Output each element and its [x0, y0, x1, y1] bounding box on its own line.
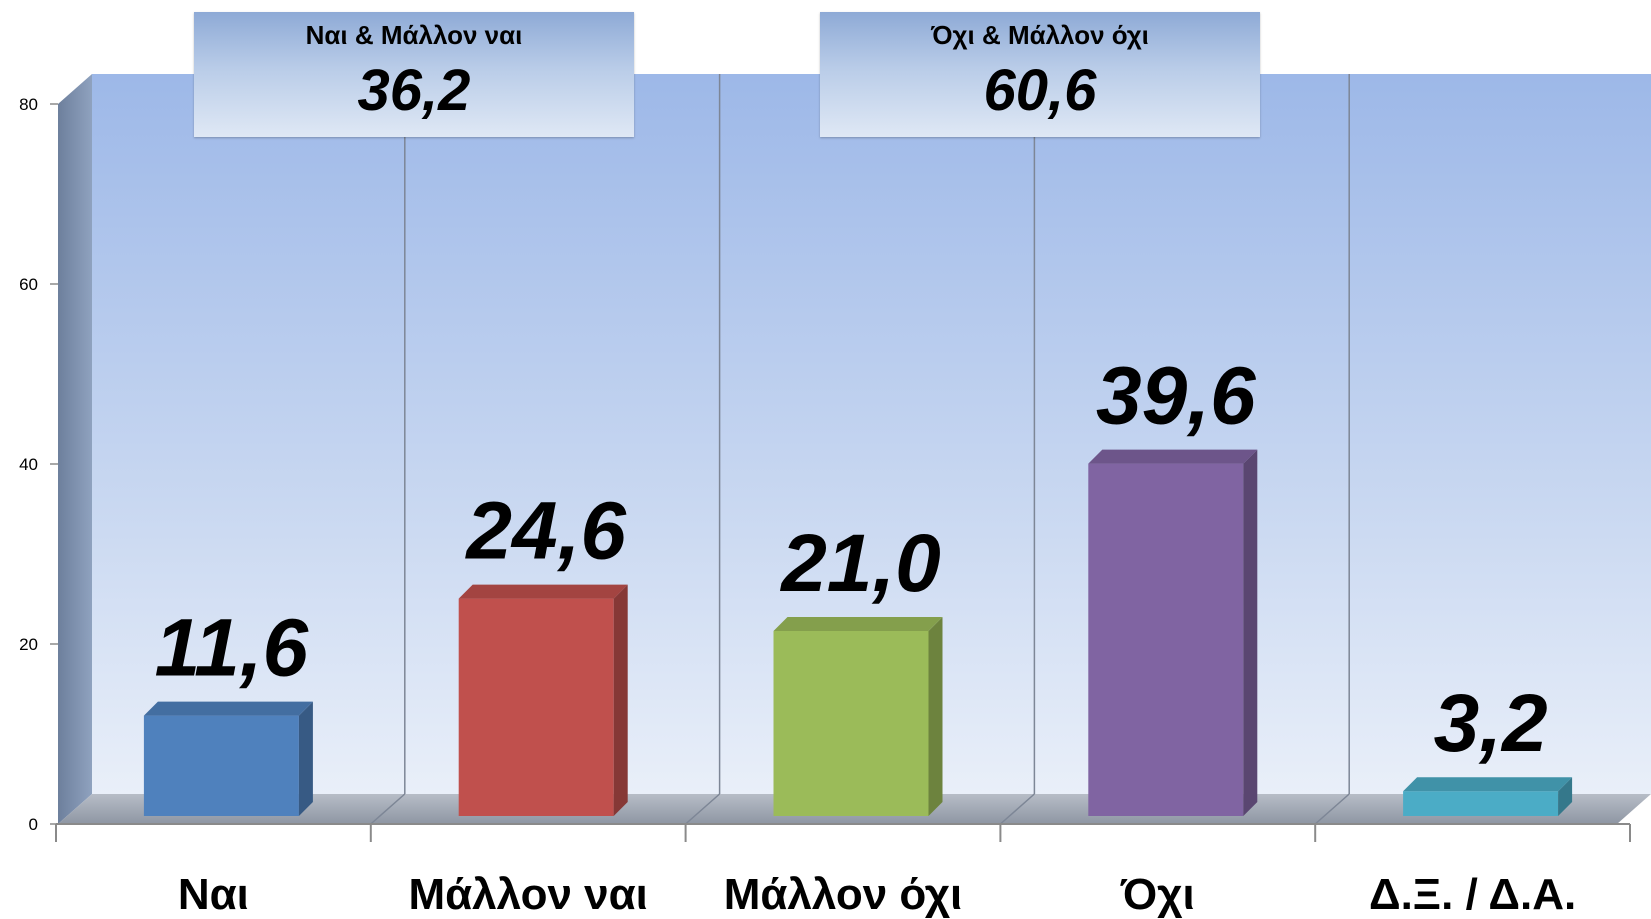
bar-side: [1243, 449, 1258, 816]
summary-box-no: Όχι & Μάλλον όχι 60,6: [820, 12, 1260, 137]
bar-side: [298, 701, 313, 816]
value-label: 39,6: [1096, 351, 1257, 442]
summary-no-label: Όχι & Μάλλον όχι: [931, 20, 1149, 50]
value-label: 21,0: [779, 518, 941, 609]
value-label: 11,6: [155, 603, 310, 694]
bar-1: [143, 701, 313, 816]
category-label: Μάλλον όχι: [724, 870, 963, 919]
y-tick-label: 0: [29, 815, 38, 834]
y-tick-label: 60: [19, 275, 38, 294]
value-label: 24,6: [464, 486, 627, 577]
bar-side: [928, 617, 943, 816]
summary-no-value: 60,6: [983, 58, 1097, 123]
grid-line: [1314, 793, 1350, 825]
category-label: Μάλλον ναι: [408, 870, 647, 919]
bar-top: [773, 617, 943, 631]
bar-top: [458, 584, 628, 599]
bar-3: [773, 617, 943, 816]
bar-front: [1403, 791, 1559, 816]
bar-front: [143, 715, 299, 816]
bar-front: [1088, 463, 1244, 816]
bar-4: [1088, 449, 1258, 816]
bar-5: [1403, 777, 1573, 816]
bar-2: [458, 584, 628, 816]
value-label: 3,2: [1434, 678, 1548, 769]
bar-top: [143, 701, 313, 716]
bars: [143, 449, 1573, 816]
bar-front: [458, 598, 614, 816]
grid-lines: [370, 74, 1350, 825]
category-label: Όχι: [1120, 870, 1195, 919]
summary-yes-value: 36,2: [357, 58, 471, 123]
bar-top: [1403, 777, 1573, 792]
y-axis: 0 20 40 60 80: [19, 95, 1631, 842]
y-tick-label: 80: [19, 95, 38, 114]
bar-side: [613, 584, 628, 816]
grid-line: [685, 793, 721, 825]
category-label: Ναι: [178, 870, 249, 919]
category-labels: Ναι Μάλλον ναι Μάλλον όχι Όχι Δ.Ξ. / Δ.Α.: [178, 870, 1576, 919]
grid-line: [370, 793, 406, 825]
value-labels: 11,6 24,6 21,0 39,6 3,2: [155, 351, 1548, 770]
summary-box-yes: Ναι & Μάλλον ναι 36,2: [194, 12, 634, 137]
summary-yes-label: Ναι & Μάλλον ναι: [305, 20, 523, 50]
y-tick-label: 20: [19, 635, 38, 654]
grid-line: [999, 793, 1035, 825]
y-tick-label: 40: [19, 455, 38, 474]
category-label: Δ.Ξ. / Δ.Α.: [1369, 870, 1576, 919]
bar-front: [773, 631, 929, 816]
side-wall: [58, 74, 92, 824]
bar-top: [1088, 449, 1258, 464]
bar-side: [1558, 777, 1573, 816]
